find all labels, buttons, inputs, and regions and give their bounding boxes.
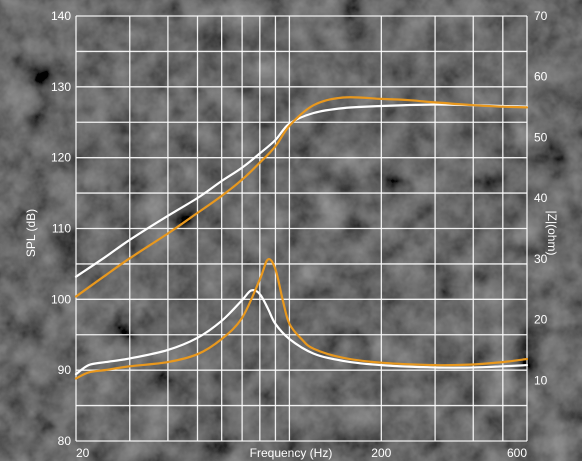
right-tick-label: 20 bbox=[534, 313, 548, 327]
right-axis-ticks: 70 60 50 40 30 20 10 bbox=[534, 9, 548, 387]
right-tick-label: 70 bbox=[534, 9, 548, 23]
grid bbox=[75, 15, 528, 442]
right-tick-label: 50 bbox=[534, 130, 548, 144]
left-axis-title: SPL (dB) bbox=[24, 209, 38, 257]
x-axis-ticks: 20 200 600 bbox=[76, 446, 527, 460]
right-tick-label: 40 bbox=[534, 191, 548, 205]
x-tick-label: 20 bbox=[76, 446, 90, 460]
left-tick-label: 140 bbox=[51, 9, 71, 23]
right-tick-label: 10 bbox=[534, 373, 548, 387]
x-tick-label: 200 bbox=[371, 446, 391, 460]
impedance-curve-white bbox=[74, 289, 529, 376]
right-axis-title: |Z|(ohm) bbox=[545, 211, 559, 256]
right-tick-label: 60 bbox=[534, 70, 548, 84]
right-tick-label: 30 bbox=[534, 252, 548, 266]
impedance-curve-orange bbox=[74, 258, 529, 380]
x-tick-label: 600 bbox=[507, 446, 527, 460]
left-axis-ticks: 140 130 120 110 100 90 80 bbox=[51, 9, 71, 448]
x-axis-title: Frequency (Hz) bbox=[250, 446, 333, 460]
spl-curve-orange bbox=[74, 96, 529, 298]
left-tick-label: 90 bbox=[58, 363, 72, 377]
left-tick-label: 80 bbox=[58, 434, 72, 448]
left-tick-label: 130 bbox=[51, 80, 71, 94]
left-tick-label: 100 bbox=[51, 292, 71, 306]
left-tick-label: 120 bbox=[51, 151, 71, 165]
spl-curve-white bbox=[74, 103, 529, 278]
series-layer bbox=[74, 96, 529, 380]
left-tick-label: 110 bbox=[52, 222, 71, 236]
